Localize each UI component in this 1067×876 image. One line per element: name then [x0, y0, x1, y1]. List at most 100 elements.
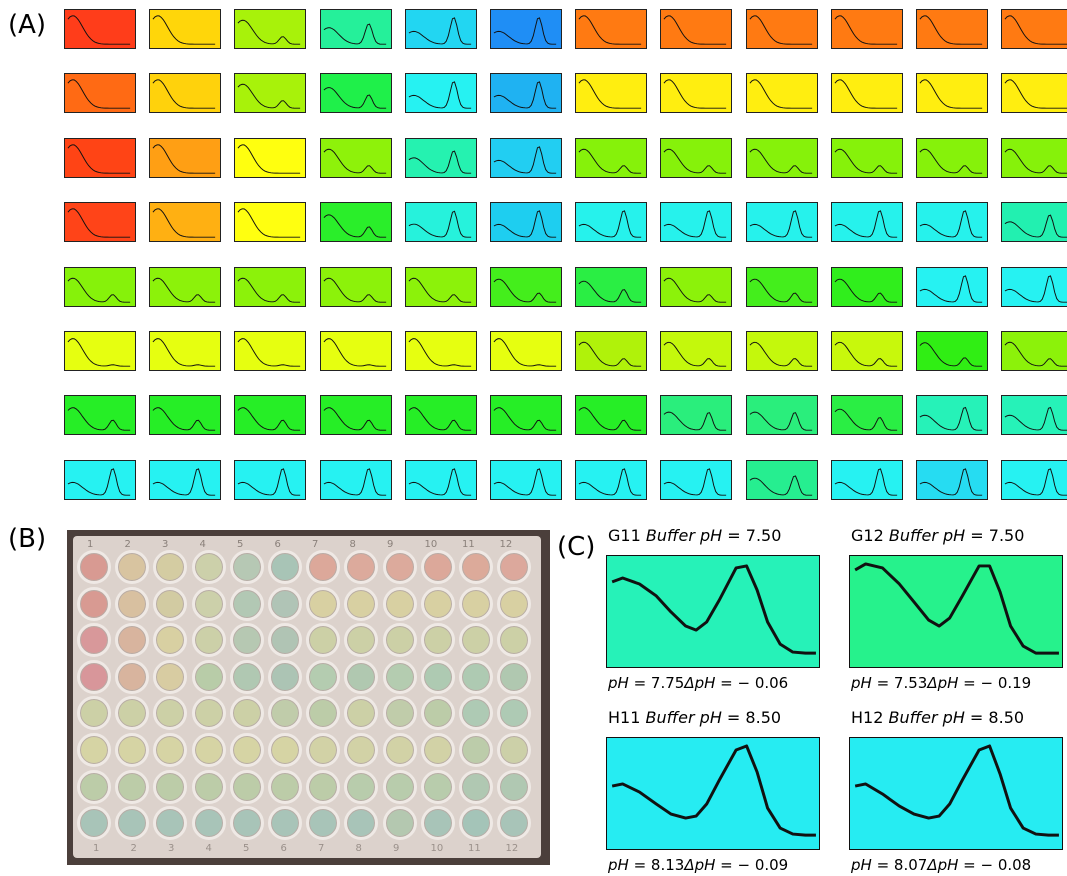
plate-well-A12	[497, 550, 532, 584]
spectrum-curve	[578, 407, 642, 432]
spectrum-tile-B3	[234, 73, 307, 114]
spectrum-curve	[578, 468, 642, 496]
plate-well-A6	[268, 550, 302, 584]
plate-bottom-number: 8	[355, 843, 362, 854]
spectrum-curve	[408, 17, 471, 45]
delta-ph-label: ΔpH	[684, 856, 716, 874]
spectrum-plot-h11	[606, 737, 820, 850]
spectrum-curve	[67, 15, 131, 45]
plate-well-H5	[229, 806, 264, 841]
spectrum-tile-H10	[830, 459, 903, 500]
plate-bottom-number: 2	[130, 843, 137, 854]
plate-well-B9	[382, 586, 417, 621]
delta-ph: = − 0.06	[715, 674, 789, 692]
spectrum-curve	[578, 280, 642, 303]
plate-well-G8	[344, 769, 379, 804]
buffer-label: Buffer pH	[888, 526, 966, 545]
spectrum-curve	[664, 468, 727, 496]
plate-well-D9	[382, 659, 417, 694]
spectrum-curve	[663, 277, 727, 303]
measured-ph: = 8.13	[628, 856, 685, 874]
spectrum-tile-C6	[490, 137, 562, 178]
spectrum-tile-E1	[64, 266, 136, 307]
plate-well-E5	[229, 696, 264, 731]
spectrum-curve	[408, 81, 471, 110]
plate-well-D11	[459, 659, 493, 694]
plate-well-G12	[497, 769, 532, 804]
spectrum-tile-B6	[490, 73, 562, 114]
spectrum-curve	[493, 468, 557, 496]
spectrum-curve	[611, 564, 816, 655]
plate-well-G2	[115, 769, 150, 804]
plate-well-C3	[153, 623, 188, 658]
plate-well-G4	[191, 769, 226, 804]
spectrum-curve	[834, 15, 897, 45]
plate-well-D8	[344, 659, 379, 694]
spectrum-tile-E6	[490, 266, 562, 307]
plate-well-D7	[306, 659, 341, 694]
spectrum-tile-G4	[319, 395, 392, 436]
spectrum-curve	[67, 277, 131, 303]
spectrum-tile-C12	[1001, 137, 1067, 178]
spectrum-tile-E3	[234, 266, 307, 307]
spectrum-curve	[493, 17, 557, 45]
spectrum-tile-E5	[404, 266, 477, 307]
spectrum-curve	[578, 15, 642, 45]
spectrum-tile-G7	[575, 395, 648, 436]
plot-footer-h11: pH = 8.13ΔpH = − 0.09	[608, 856, 788, 874]
spectrum-tile-D12	[1001, 202, 1067, 243]
plate-well-E2	[115, 696, 150, 731]
plate-well-B5	[229, 586, 264, 621]
spectrum-curve	[854, 562, 1059, 655]
spectrum-tile-F11	[916, 331, 988, 371]
plate-bottom-number: 10	[430, 843, 444, 854]
spectrum-tile-E10	[830, 266, 903, 307]
spectrum-curve	[749, 341, 812, 367]
spectrum-tile-G1	[64, 395, 136, 436]
spectrum-tile-E7	[575, 266, 648, 307]
plate-well-E10	[420, 696, 455, 731]
spectrum-tile-A4	[319, 9, 392, 49]
plate-well-B6	[268, 586, 302, 621]
plate-bottom-number: 1	[93, 843, 100, 854]
plate-well-B11	[459, 586, 493, 621]
spectrum-tile-D4	[319, 202, 392, 243]
buffer-label: Buffer pH	[645, 526, 723, 545]
spectrum-tile-A5	[404, 9, 477, 49]
plate-column-number: 10	[424, 539, 438, 550]
plate-well-F4	[191, 733, 226, 767]
delta-ph: = − 0.09	[715, 856, 789, 874]
buffer-ph: = 8.50	[964, 708, 1025, 727]
spectrum-curve	[408, 407, 471, 432]
spectrum-curve	[323, 468, 386, 496]
spectrum-tile-B11	[916, 73, 988, 114]
spectrum-tile-D11	[916, 202, 988, 243]
spectrum-tile-G2	[149, 395, 222, 436]
plate-bottom-number: 9	[393, 843, 400, 854]
spectrum-curve	[152, 208, 216, 238]
spectrum-plot-g12	[849, 555, 1063, 668]
spectrum-curve	[578, 148, 642, 174]
well-id: G11	[608, 526, 646, 545]
measured-ph: = 8.07	[871, 856, 928, 874]
spectrum-tile-D9	[745, 202, 818, 243]
spectrum-curve	[67, 407, 131, 432]
spectrum-curve	[323, 338, 386, 367]
spectrum-curve	[67, 208, 131, 238]
spectrum-tile-A1	[64, 9, 136, 49]
spectrum-curve	[237, 277, 301, 303]
well-id: H12	[851, 708, 889, 727]
spectrum-tile-C9	[745, 137, 818, 178]
plot-footer-h12: pH = 8.07ΔpH = − 0.08	[851, 856, 1031, 874]
plate-well-H4	[191, 806, 226, 841]
plot-footer-g11: pH = 7.75ΔpH = − 0.06	[608, 674, 788, 692]
spectrum-curve	[919, 148, 983, 174]
plate-well-G3	[153, 769, 188, 804]
spectrum-curve	[663, 148, 727, 174]
spectrum-curve	[408, 338, 471, 367]
spectrum-tile-H1	[64, 459, 136, 500]
spectrum-curve	[237, 19, 301, 45]
plate-well-C7	[306, 623, 341, 658]
plate-column-number: 6	[274, 539, 281, 550]
plate-well-D10	[420, 659, 455, 694]
